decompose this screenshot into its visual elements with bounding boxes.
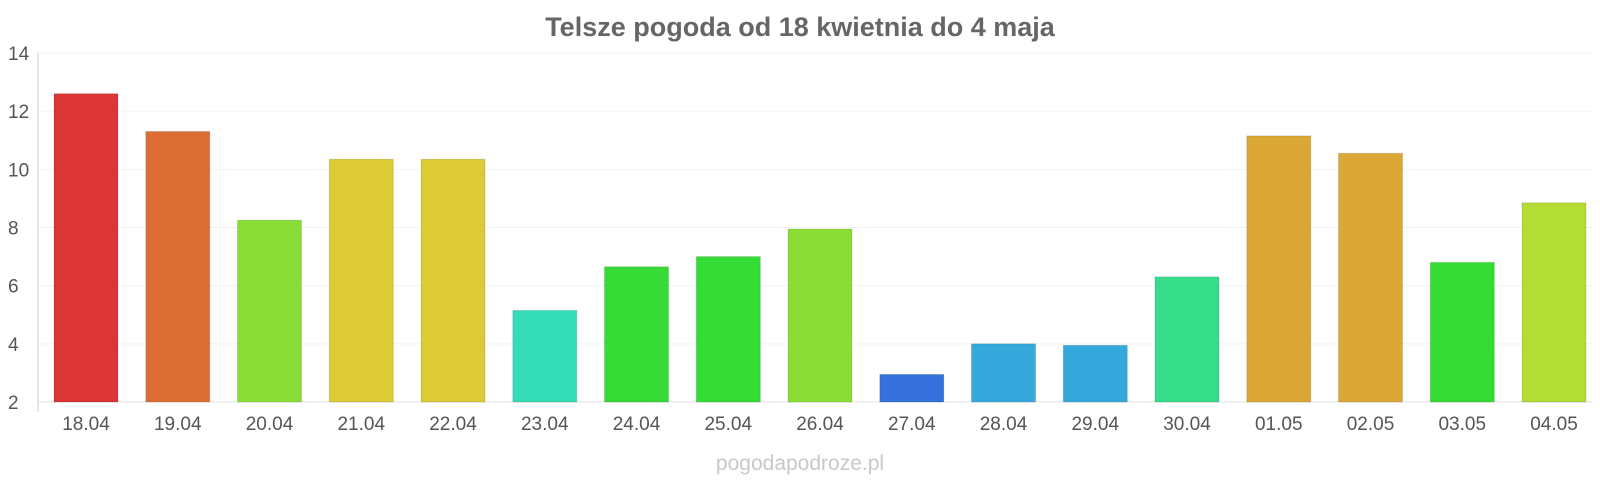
x-axis: 18.04 19.04 20.04 21.04 22.04 23.04 24.04 25.04…	[62, 414, 1578, 435]
y-tick-label: 12	[8, 102, 29, 123]
bar-30.04	[1154, 276, 1220, 403]
bar-03.05	[1429, 261, 1495, 403]
bar-21.04	[328, 158, 394, 403]
y-tick-label: 10	[8, 160, 29, 181]
bar-25.04	[695, 256, 761, 403]
chart-title: Telsze pogoda od 18 kwietnia do 4 maja	[545, 12, 1056, 42]
x-tick-label: 19.04	[154, 414, 202, 435]
x-tick-label: 01.05	[1255, 414, 1303, 435]
y-tick-label: 14	[8, 44, 30, 65]
bar-23.04	[512, 309, 578, 403]
x-tick-label: 02.05	[1347, 414, 1395, 435]
x-tick-label: 26.04	[796, 414, 844, 435]
x-tick-label: 20.04	[246, 414, 294, 435]
watermark: pogodapodroze.pl	[716, 452, 884, 475]
bar-22.04	[420, 158, 486, 403]
y-axis: 2 4 6 8 10 12 14	[8, 44, 39, 414]
y-tick-label: 8	[8, 219, 19, 240]
bar-04.05	[1521, 202, 1587, 403]
bar-28.04	[971, 343, 1036, 403]
bars	[53, 93, 1587, 403]
x-tick-label: 03.05	[1438, 414, 1486, 435]
x-tick-label: 24.04	[613, 414, 661, 435]
x-tick-label: 30.04	[1163, 414, 1211, 435]
y-tick-label: 4	[8, 335, 19, 356]
bar-26.04	[787, 228, 853, 403]
bar-19.04	[145, 131, 211, 403]
bar-01.05	[1246, 135, 1312, 403]
x-tick-label: 25.04	[704, 414, 752, 435]
bar-02.05	[1338, 152, 1403, 403]
bar-18.04	[53, 93, 119, 403]
x-tick-label: 27.04	[888, 414, 936, 435]
x-tick-label: 23.04	[521, 414, 569, 435]
bar-24.04	[604, 266, 669, 403]
x-tick-label: 22.04	[429, 414, 477, 435]
y-tick-label: 6	[8, 277, 19, 298]
bar-29.04	[1062, 344, 1128, 403]
bar-20.04	[237, 219, 302, 403]
x-tick-label: 28.04	[980, 414, 1028, 435]
x-tick-label: 18.04	[62, 414, 110, 435]
bar-27.04	[879, 373, 945, 403]
x-tick-label: 04.05	[1530, 414, 1578, 435]
y-tick-label: 2	[8, 393, 19, 414]
x-tick-label: 29.04	[1071, 414, 1119, 435]
x-tick-label: 21.04	[337, 414, 385, 435]
